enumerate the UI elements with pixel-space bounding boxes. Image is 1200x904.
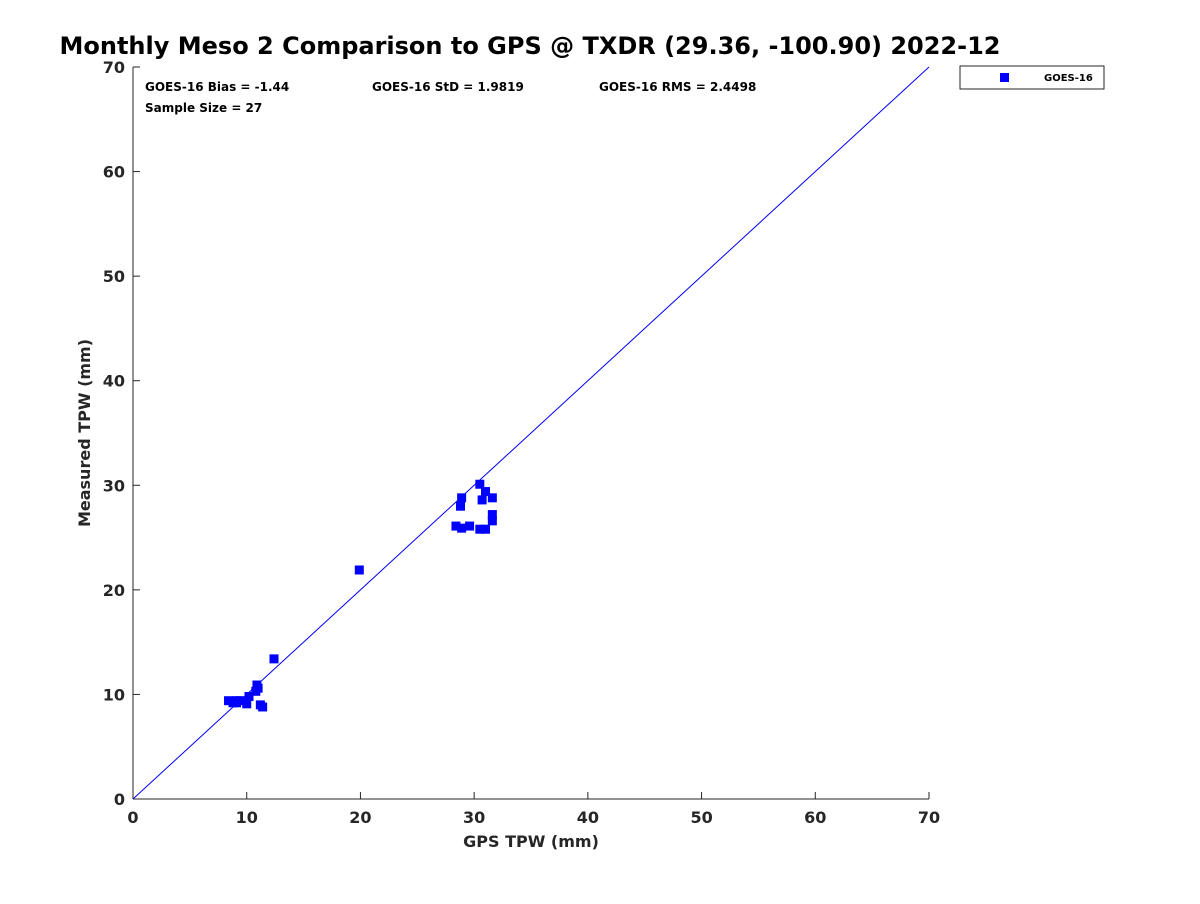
data-point [481,487,491,497]
data-point [253,683,263,693]
data-point [487,516,497,526]
data-point [477,495,487,505]
data-point [475,479,485,489]
data-point [231,698,241,708]
bias-annotation: GOES-16 Bias = -1.44 [145,80,289,94]
std-annotation: GOES-16 StD = 1.9819 [372,80,524,94]
data-point [457,493,467,503]
data-point [224,696,234,706]
x-tick-label: 20 [349,808,371,827]
data-point [487,493,497,503]
y-axis-label: Measured TPW (mm) [75,339,94,527]
y-tick-label: 50 [103,267,125,286]
y-tick-label: 70 [103,58,125,77]
y-tick-label: 20 [103,581,125,600]
sample-size-annotation: Sample Size = 27 [145,101,262,115]
data-point [354,565,364,575]
data-point [451,521,461,531]
legend-label: GOES-16 [1044,73,1093,84]
y-tick-label: 40 [103,372,125,391]
chart-title: Monthly Meso 2 Comparison to GPS @ TXDR … [60,32,1001,60]
x-tick-label: 30 [463,808,485,827]
data-point [481,524,491,534]
data-point [244,692,254,702]
x-tick-label: 40 [577,808,599,827]
legend: GOES-16 [959,65,1105,90]
legend-box [959,65,1105,90]
one-to-one-line [132,66,930,800]
data-point [269,654,279,664]
data-point [455,501,465,511]
x-tick-label: 50 [690,808,712,827]
y-tick-label: 30 [103,476,125,495]
data-point [457,523,467,533]
y-tick-label: 10 [103,685,125,704]
x-tick-label: 60 [804,808,826,827]
x-tick-label: 10 [236,808,258,827]
x-tick-label: 70 [918,808,940,827]
data-point [487,510,497,520]
y-tick-label: 0 [114,790,125,809]
x-tick-label: 0 [127,808,138,827]
data-point [475,524,485,534]
x-axis-label: GPS TPW (mm) [463,832,599,851]
data-point [465,521,475,531]
rms-annotation: GOES-16 RMS = 2.4498 [599,80,756,94]
data-point [242,699,252,709]
y-tick-label: 60 [103,163,125,182]
legend-marker [1000,73,1009,82]
data-point [258,702,268,712]
